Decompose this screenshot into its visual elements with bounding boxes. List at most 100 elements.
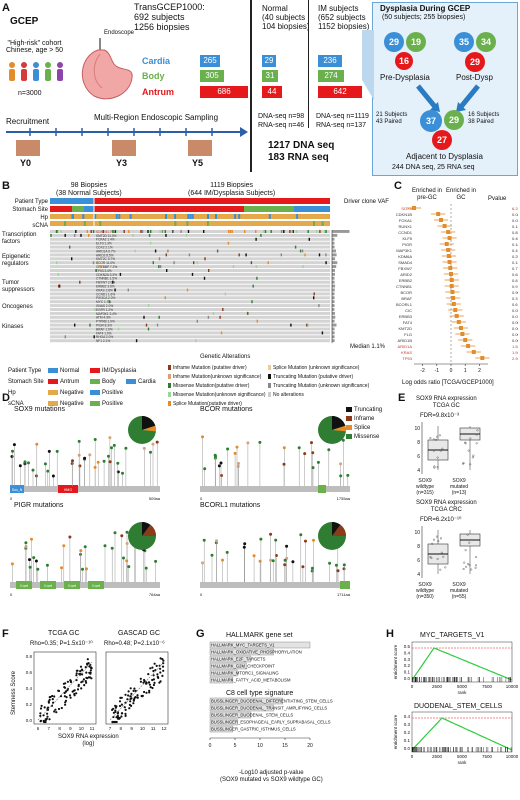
- lollipop-2-33: [28, 565, 32, 569]
- lollipop-1-13: [282, 446, 286, 450]
- lollipop-0-21: [108, 460, 112, 464]
- gseaBot-xtick-4: 10000: [506, 754, 518, 759]
- mut-6-1: [238, 253, 240, 257]
- lollipop-0-23: [47, 449, 51, 453]
- boxBot-pt-0-9: [440, 551, 443, 554]
- forest-point-21: [460, 332, 465, 336]
- protein-bar-3: [200, 582, 350, 588]
- post-body-circle: 34: [476, 32, 496, 52]
- onco-row-27: [50, 335, 330, 339]
- f-pt-0-61: [46, 712, 49, 715]
- lollipop-2-3: [32, 556, 36, 560]
- forest-ticklabel-4: 2: [478, 368, 481, 374]
- mut-5-4: [167, 249, 169, 253]
- median-label: Median 1.1%: [350, 344, 386, 350]
- mut-10-0: [166, 269, 168, 272]
- boxBot-ytick-2: 8: [417, 544, 420, 550]
- lollipop-3-23: [259, 537, 263, 541]
- forest-pval-0: 6.2x10⁻¹³: [512, 206, 518, 211]
- forest-point-20: [458, 326, 463, 330]
- track-hp-pos-1: [207, 214, 209, 219]
- lollipop-1-22: [339, 474, 343, 478]
- onco-row-21: [50, 311, 330, 315]
- gseaTop-ytick-2: 0.3: [404, 657, 411, 662]
- vaf-bar-25: [332, 327, 335, 331]
- sampling-label: Multi-Region Endoscopic Sampling: [94, 113, 219, 122]
- f-pt-1-55: [161, 658, 164, 661]
- mut-0-41: [291, 230, 294, 233]
- mut-6-5: [304, 253, 306, 257]
- legend-mut-8: No alterations: [273, 392, 304, 398]
- f-pt-1-77: [111, 720, 114, 724]
- boxTop-pt-0-1: [432, 449, 435, 452]
- boxTop-pt-1-5: [469, 437, 472, 440]
- f-pt-1-70: [124, 714, 127, 717]
- forest-gene-2: FOXA1: [399, 218, 413, 223]
- forest-pval-2: 0.026: [512, 218, 518, 223]
- protein-start-3: 0: [200, 592, 203, 597]
- f-pt-0-21: [83, 684, 86, 687]
- onco-row-19: [50, 304, 330, 308]
- panel-label-b: B: [2, 180, 10, 192]
- legend-mut-3: Missense Mutation(unknown significance): [173, 392, 266, 398]
- cat-kin: Kinases: [2, 324, 24, 330]
- f-pt-0-8: [51, 694, 54, 698]
- lollipop-2-5: [34, 559, 38, 563]
- gseaTop-xtick-4: 10000: [506, 684, 518, 689]
- mut-0-2: [128, 230, 130, 233]
- lollipop-3-27: [336, 569, 340, 573]
- lollipop-2-0: [110, 546, 114, 550]
- lollipop-3-15: [283, 558, 287, 562]
- legend-im: IM/Dysplasia: [102, 368, 137, 374]
- boxTop-pt-1-11: [467, 449, 470, 452]
- f-pt-1-73: [129, 687, 132, 690]
- lollipop-3-20: [283, 563, 287, 567]
- legend-hp-positive: Positive: [102, 390, 124, 396]
- forest-point-0: [412, 206, 416, 210]
- onco-row-0: [50, 230, 330, 233]
- gseaBot-ylabel: enrichment score: [393, 714, 398, 749]
- lollipop-3-22: [215, 539, 218, 543]
- f-pt-0-73: [53, 710, 56, 713]
- mut-0-6: [264, 230, 267, 233]
- lollipop-3-8: [274, 554, 278, 557]
- forest-gene-3: RUNX1: [398, 224, 412, 229]
- dys-subtitle: (50 subjects; 255 biopsies): [382, 14, 466, 21]
- g-c8-bar-2: [209, 711, 252, 719]
- protein-end-2: 764aa: [149, 592, 161, 597]
- f-frame-1: [105, 651, 169, 725]
- gseaBot-xtick-3: 7500: [482, 754, 493, 759]
- forest-point-7: [446, 248, 451, 252]
- legend-mut-2: Missense Mutation(putative driver): [173, 383, 250, 389]
- b-legend-mut2: Splice Mutation (unknown significance) T…: [268, 364, 369, 400]
- gene-label-6: ARID2 8.5%: [96, 253, 114, 257]
- f-pt-1-20: [124, 712, 127, 715]
- mut-24-0: [156, 323, 159, 327]
- lollipop-3-25: [225, 550, 229, 554]
- vaf-bar-10: [332, 269, 335, 272]
- boxBot-pt-0-11: [435, 535, 438, 538]
- forest-ticklabel-1: -1: [435, 368, 440, 374]
- gseaBot-ytick-4: 0.0: [404, 746, 411, 751]
- gene-label-12: CTNNB1 1.5%: [96, 277, 117, 281]
- mut-0-37: [270, 230, 272, 233]
- f-pt-1-109: [118, 717, 121, 720]
- normal-dna: DNA-seq n=98: [258, 113, 305, 120]
- e-top-title: SOX9 RNA expression TCGA GC: [416, 396, 477, 409]
- dysplasia-arrows: [416, 84, 480, 112]
- boxBot-pt-0-6: [429, 556, 432, 559]
- mut-0-17: [140, 230, 142, 233]
- mut-11-1: [191, 272, 194, 276]
- track-hp-pos-3: [118, 214, 121, 219]
- vaf-bar-6: [332, 253, 337, 257]
- lollipop-3-5: [210, 553, 214, 557]
- f-pt-0-68: [85, 676, 88, 679]
- f-pt-0-55: [65, 696, 68, 699]
- forest-pval-22: 0.00016: [512, 338, 518, 343]
- mut-0-32: [150, 230, 152, 233]
- mut-2-1: [308, 237, 310, 241]
- f-xtick-1-1: 8: [120, 726, 123, 731]
- divider-a-1: [250, 0, 252, 172]
- forest-point-10: [448, 266, 453, 270]
- e-bottom-title: SOX9 RNA expression TCGA CRC: [416, 500, 477, 513]
